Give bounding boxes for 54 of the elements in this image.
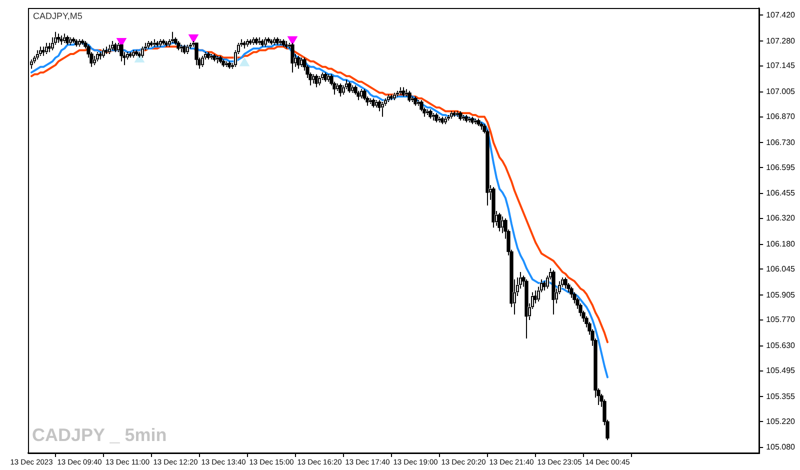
candlestick [44,42,48,54]
y-tick-label: 105.630 [766,341,796,350]
candlestick [428,108,432,120]
y-tick-label: 107.145 [766,61,796,70]
candlestick [564,277,568,290]
candlestick [194,42,198,66]
candlestick [38,46,42,56]
candlestick [108,44,112,54]
candlestick [380,102,384,118]
candlestick [56,33,60,44]
candlestick [414,96,418,106]
candlestick [186,44,190,54]
y-tick-label: 107.280 [766,36,796,46]
candlestick [110,40,114,51]
y-tick-label: 106.870 [766,112,796,121]
candlestick [408,90,412,103]
candlestick [402,86,406,97]
candlestick [458,110,462,121]
candlestick [62,33,66,44]
candlestick [200,55,204,68]
candlestick [300,57,304,68]
y-tick-label: 106.045 [766,264,796,274]
candlestick [360,88,364,99]
candlestick [36,50,40,60]
y-tick-label: 107.005 [766,87,796,96]
candlestick [96,52,100,62]
y-tick-label: 106.455 [766,188,796,198]
candlestick [102,48,106,58]
candlestick [140,46,144,58]
y-tick-label: 105.080 [766,442,796,452]
candlestick [264,36,268,48]
candlestick [434,112,438,123]
candlestick [500,216,504,234]
candlestick [318,76,322,86]
y-tick-label: 105.770 [766,315,796,324]
y-tick-label: 106.595 [766,162,796,172]
y-tick-label: 105.220 [766,416,796,426]
y-tick-label: 106.730 [766,138,796,147]
candlestick [116,42,120,53]
y-tick-label: 105.905 [766,290,796,300]
y-tick-label: 106.320 [766,214,796,223]
candlestick [92,55,96,66]
candlestick [120,44,124,62]
candlestick [176,40,180,51]
y-tick-label: 106.180 [766,239,796,248]
candlestick [290,42,294,73]
candlestick [348,81,352,94]
candlestick [312,74,316,84]
candlestick [170,31,174,44]
y-tick-label: 105.495 [766,366,796,375]
y-tick-label: 105.355 [766,392,796,401]
annotation: CADJPY _ 5min [32,424,167,445]
y-tick-label: 107.420 [766,10,796,20]
chart-title: CADJPY,M5 [33,10,82,21]
